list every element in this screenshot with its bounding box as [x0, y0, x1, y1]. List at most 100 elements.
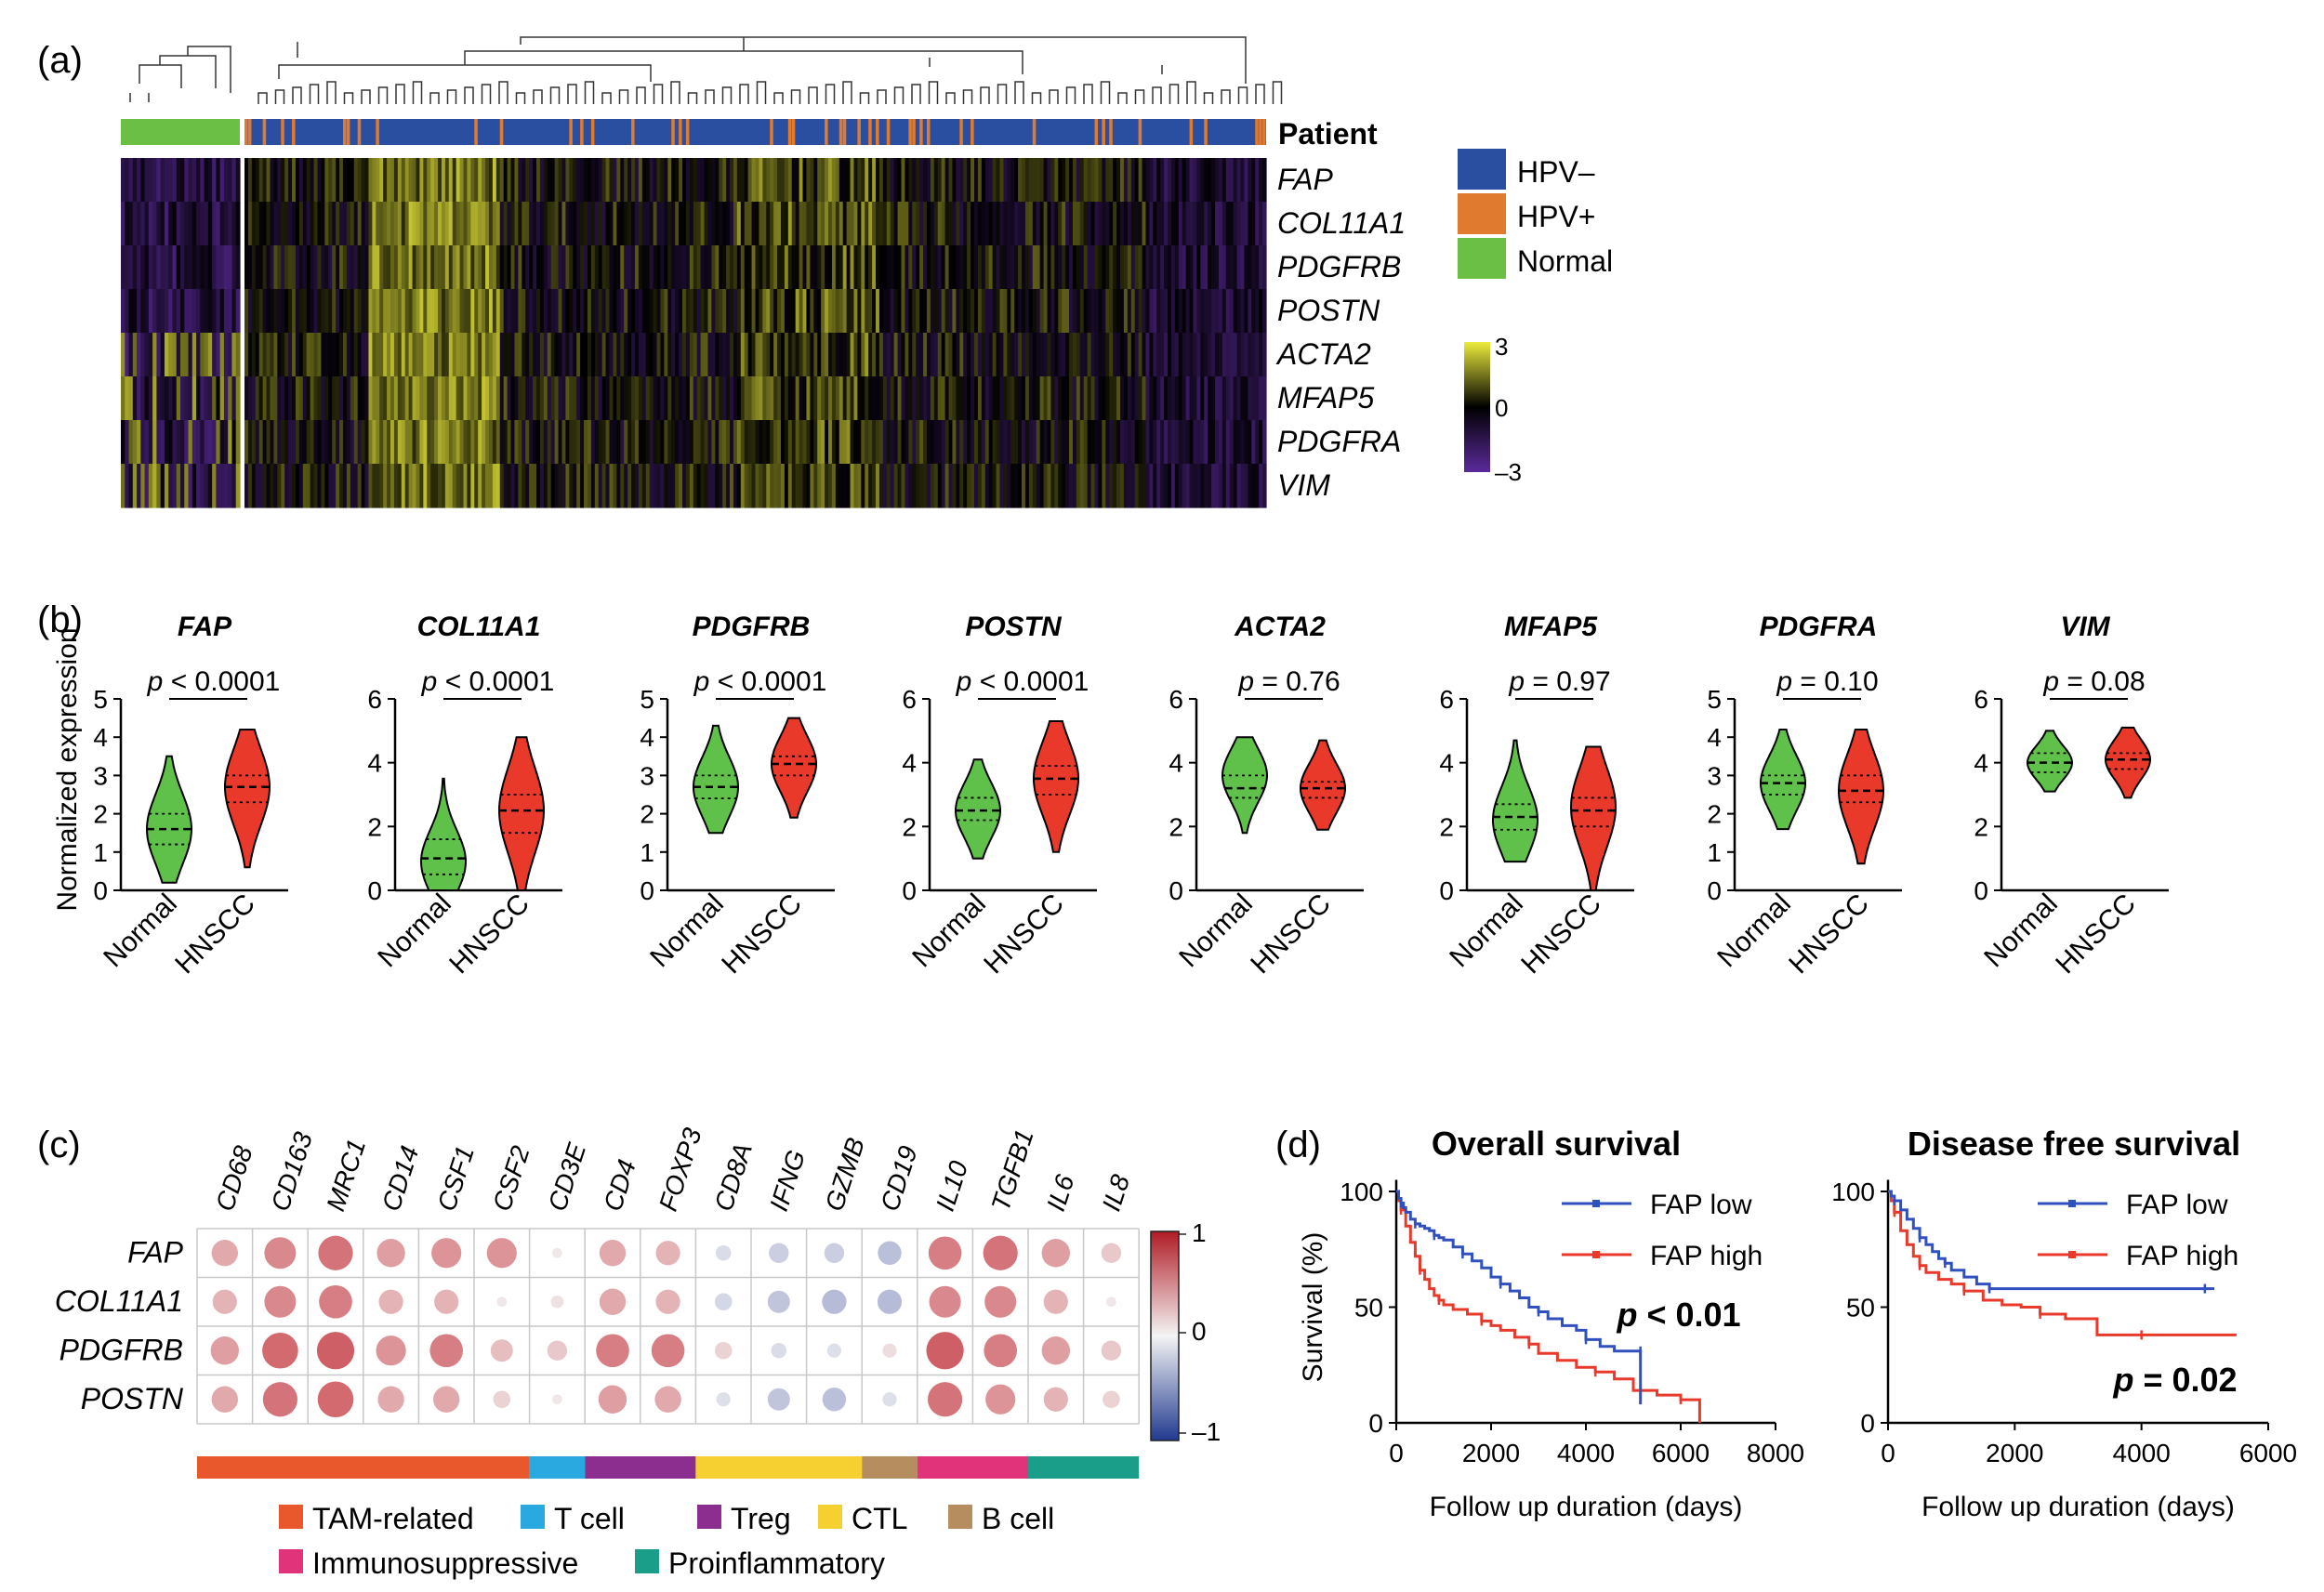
heatmap-cell	[825, 158, 829, 203]
heatmap-cell	[393, 158, 399, 203]
heatmap-cell	[660, 289, 665, 334]
heatmap-cell	[631, 202, 636, 246]
heatmap-cell	[1189, 376, 1195, 421]
heatmap-cell	[503, 376, 508, 421]
y-tick-label: 4	[367, 749, 382, 778]
heatmap-cell	[656, 420, 662, 465]
heatmap-cell	[401, 464, 406, 508]
heatmap-cell	[1105, 289, 1110, 334]
heatmap-cell	[1208, 464, 1212, 508]
heatmap-cell	[1083, 245, 1089, 290]
heatmap-cell	[1062, 202, 1066, 246]
heatmap-cell	[620, 245, 625, 290]
heatmap-cell	[200, 245, 205, 290]
heatmap-cell	[766, 245, 771, 290]
heatmap-cell	[266, 289, 271, 334]
heatmap-cell	[514, 202, 519, 246]
heatmap-cell	[383, 245, 388, 290]
y-tick-label: 100	[1831, 1178, 1875, 1206]
heatmap-cell	[1208, 202, 1212, 246]
heatmap-cell	[1109, 376, 1114, 421]
heatmap-cell	[937, 464, 943, 508]
heatmap-cell	[244, 333, 249, 377]
p-symbol: p	[421, 666, 438, 697]
heatmap-cell	[882, 158, 888, 203]
heatmap-cell	[387, 202, 391, 246]
heatmap-cell	[353, 376, 359, 421]
heatmap-cell	[627, 333, 632, 377]
correlation-dot	[984, 1285, 1017, 1318]
heatmap-cell	[339, 464, 344, 508]
row-label: FAP	[127, 1235, 184, 1269]
heatmap-cell	[336, 289, 340, 334]
heatmap-cell	[427, 464, 431, 508]
heatmap-cell	[200, 289, 205, 334]
heatmap-cell	[459, 376, 465, 421]
heatmap-cell	[1036, 420, 1041, 465]
heatmap-cell	[427, 289, 431, 334]
heatmap-cell	[324, 333, 329, 377]
heatmap-cell	[1087, 333, 1092, 377]
heatmap-cell	[952, 420, 957, 465]
heatmap-cell	[339, 289, 344, 334]
heatmap-cell	[722, 333, 727, 377]
heatmap-cell	[1102, 202, 1106, 246]
correlation-dot	[434, 1289, 459, 1314]
correlation-dot	[714, 1293, 733, 1311]
p-symbol: p	[1508, 666, 1525, 697]
heatmap-cell	[988, 158, 994, 203]
heatmap-cell	[624, 420, 628, 465]
survival-curve-fap-low	[1396, 1190, 1643, 1405]
heatmap-cell	[180, 245, 185, 290]
heatmap-cell	[292, 158, 297, 203]
heatmap-cell	[247, 202, 253, 246]
heatmap-cell	[266, 464, 271, 508]
column-label: IL6	[1041, 1171, 1080, 1215]
heatmap-cell	[740, 376, 746, 421]
heatmap-cell	[576, 420, 581, 465]
heatmap-cell	[434, 420, 439, 465]
heatmap-cell	[463, 420, 469, 465]
heatmap-cell	[959, 245, 964, 290]
heatmap-cell	[514, 245, 519, 290]
heatmap-cell	[336, 376, 340, 421]
heatmap-cell	[587, 376, 592, 421]
heatmap-cell	[825, 420, 829, 465]
heatmap-cell	[1182, 158, 1187, 203]
heatmap-cell	[1043, 202, 1049, 246]
heatmap-cell	[1018, 420, 1023, 465]
heatmap-cell	[1138, 420, 1143, 465]
column-label: CD163	[266, 1128, 319, 1215]
heatmap-cell	[423, 420, 428, 465]
heatmap-cell	[459, 202, 465, 246]
heatmap-cell	[671, 420, 676, 465]
violin-gene-title: PDGFRA	[1760, 612, 1878, 642]
heatmap-cell	[1145, 464, 1150, 508]
heatmap-cell	[842, 464, 848, 508]
heatmap-cell	[1200, 376, 1205, 421]
heatmap-cell	[988, 245, 994, 290]
heatmap-cell	[191, 376, 197, 421]
colorbar	[1150, 1230, 1180, 1441]
heatmap-cell	[204, 420, 209, 465]
heatmap-cell	[584, 289, 588, 334]
annotation-hpv-pos-stripe	[1189, 119, 1194, 145]
heatmap-cell	[288, 333, 293, 377]
heatmap-cell	[467, 158, 471, 203]
group-legend-label: TAM-related	[312, 1502, 474, 1535]
heatmap-cell	[766, 158, 771, 203]
heatmap-cell	[368, 376, 373, 421]
heatmap-cell	[878, 376, 884, 421]
heatmap-cell	[1072, 376, 1077, 421]
heatmap-cell	[872, 289, 877, 334]
violin-group-label: HNSCC	[1245, 888, 1337, 980]
x-tick-label: 6000	[1652, 1439, 1710, 1467]
heatmap-cell	[656, 202, 662, 246]
heatmap-cell	[128, 376, 134, 421]
heatmap-cell	[649, 158, 654, 203]
heatmap-cell	[838, 289, 844, 334]
heatmap-cell	[298, 376, 304, 421]
heatmap-cell	[963, 376, 968, 421]
heatmap-cell	[755, 289, 760, 334]
heatmap-cell	[912, 202, 917, 246]
